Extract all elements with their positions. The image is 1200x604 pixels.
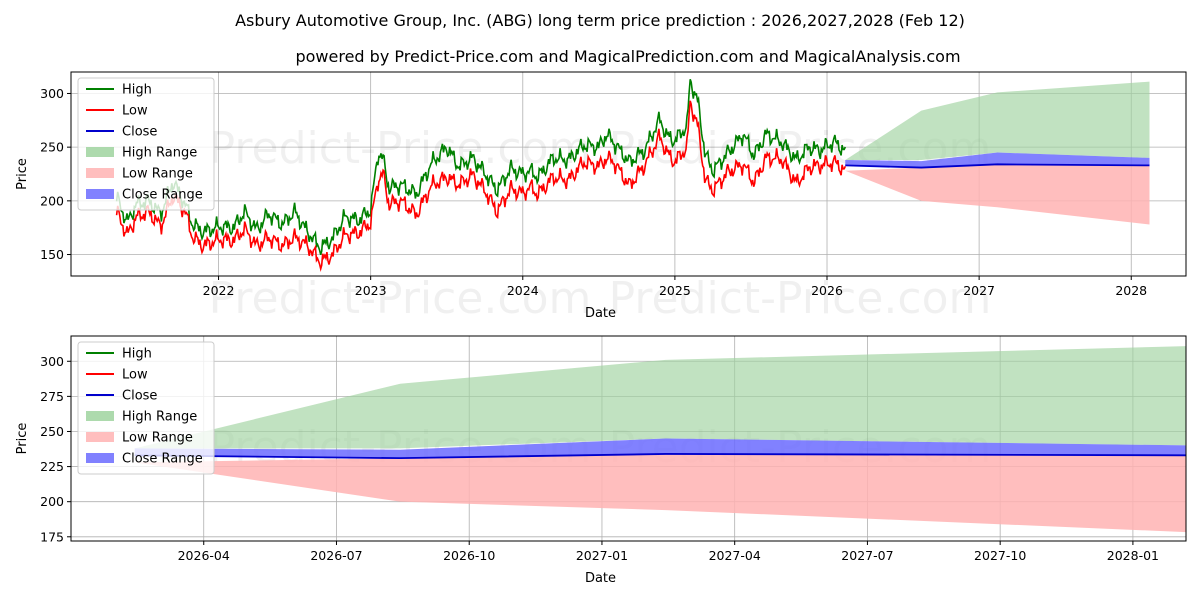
x-tick-label: 2024 (507, 283, 539, 298)
plot-area (115, 79, 1150, 272)
legend-label: Low Range (122, 167, 193, 182)
legend-item: High Range (86, 410, 197, 425)
legend-item: Low (86, 104, 148, 119)
legend-item: Close (86, 125, 157, 140)
legend-item: Low Range (86, 431, 193, 446)
x-axis-label: Date (585, 306, 616, 321)
close-range-band (134, 438, 1186, 459)
legend-label: High Range (122, 410, 197, 425)
y-tick-label: 200 (40, 193, 64, 208)
y-tick-label: 175 (40, 529, 64, 544)
axes-frame (70, 71, 1187, 277)
y-tick-label: 225 (40, 459, 64, 474)
legend-label: Close Range (122, 452, 203, 467)
legend-swatch-patch (86, 453, 114, 463)
y-tick-label: 275 (40, 389, 64, 404)
low-range-band (134, 453, 1186, 533)
low-range-band (845, 164, 1150, 225)
legend-item: Low (86, 368, 148, 383)
x-tick-label: 2023 (355, 283, 387, 298)
legend-item: High (86, 347, 152, 362)
x-tick-label: 2026-04 (178, 548, 230, 563)
legend-item: Close (86, 389, 157, 404)
legend: High Low Close High Range Low Range Close Ran… (77, 341, 215, 475)
legend-item: Close Range (86, 452, 203, 467)
legend-label: Low Range (122, 431, 193, 446)
x-tick-label: 2026-07 (310, 548, 362, 563)
high-range-band (845, 81, 1150, 161)
high-series-line (115, 79, 847, 256)
y-tick-label: 250 (40, 140, 64, 155)
legend-label: Close (122, 389, 157, 404)
watermark-text: Predict-Price.com (209, 123, 592, 174)
legend-label: Close Range (122, 188, 203, 203)
x-tick-label: 2027-01 (576, 548, 628, 563)
close-forecast-line (845, 163, 1150, 169)
x-axis-label: Date (585, 571, 616, 586)
legend-item: High (86, 83, 152, 98)
legend-swatch-patch (86, 189, 114, 199)
y-tick-label: 150 (40, 247, 64, 262)
x-tick-label: 2028-01 (1107, 548, 1159, 563)
chart-panel-1: Predict-Price.com Predict-Price.com Predic… (15, 71, 1187, 324)
x-tick-label: 2022 (203, 283, 235, 298)
chart-subtitle: powered by Predict-Price.com and Magical… (295, 47, 960, 66)
chart-panel-2: Predict-Price.comPredict-Price.com2026-0… (15, 335, 1187, 586)
legend-label: High (122, 83, 152, 98)
close-forecast-line (134, 453, 1186, 460)
x-tick-label: 2026-10 (443, 548, 495, 563)
legend-label: High (122, 347, 152, 362)
legend-item: Low Range (86, 167, 193, 182)
legend-swatch-patch (86, 432, 114, 442)
legend-swatch-patch (86, 168, 114, 178)
x-tick-label: 2028 (1115, 283, 1147, 298)
high-range-band (134, 346, 1186, 449)
legend: High Low Close High Range Low Range Close Ran… (77, 77, 215, 211)
axes-frame (70, 335, 1187, 542)
x-tick-label: 2027-04 (709, 548, 761, 563)
legend-swatch-patch (86, 411, 114, 421)
legend-swatch-patch (86, 147, 114, 157)
y-axis-label: Price (15, 158, 30, 190)
legend-label: Low (122, 368, 148, 383)
y-tick-label: 200 (40, 494, 64, 509)
legend-label: Close (122, 125, 157, 140)
watermark-text: Predict-Price.com (609, 273, 992, 324)
legend-item: Close Range (86, 188, 203, 203)
x-tick-label: 2026 (811, 283, 843, 298)
y-axis-label: Price (15, 423, 30, 455)
plot-area (134, 346, 1186, 533)
chart-title: Asbury Automotive Group, Inc. (ABG) long… (235, 11, 965, 30)
x-tick-label: 2027-10 (974, 548, 1026, 563)
x-tick-label: 2027-07 (841, 548, 893, 563)
y-tick-label: 300 (40, 354, 64, 369)
low-series-line (115, 100, 847, 272)
legend-label: High Range (122, 146, 197, 161)
y-tick-label: 300 (40, 86, 64, 101)
legend-label: Low (122, 104, 148, 119)
close-range-band (845, 152, 1150, 168)
x-tick-label: 2027 (963, 283, 995, 298)
x-tick-label: 2025 (659, 283, 691, 298)
watermark-text: Predict-Price.com (209, 273, 592, 324)
y-tick-label: 250 (40, 424, 64, 439)
legend-item: High Range (86, 146, 197, 161)
